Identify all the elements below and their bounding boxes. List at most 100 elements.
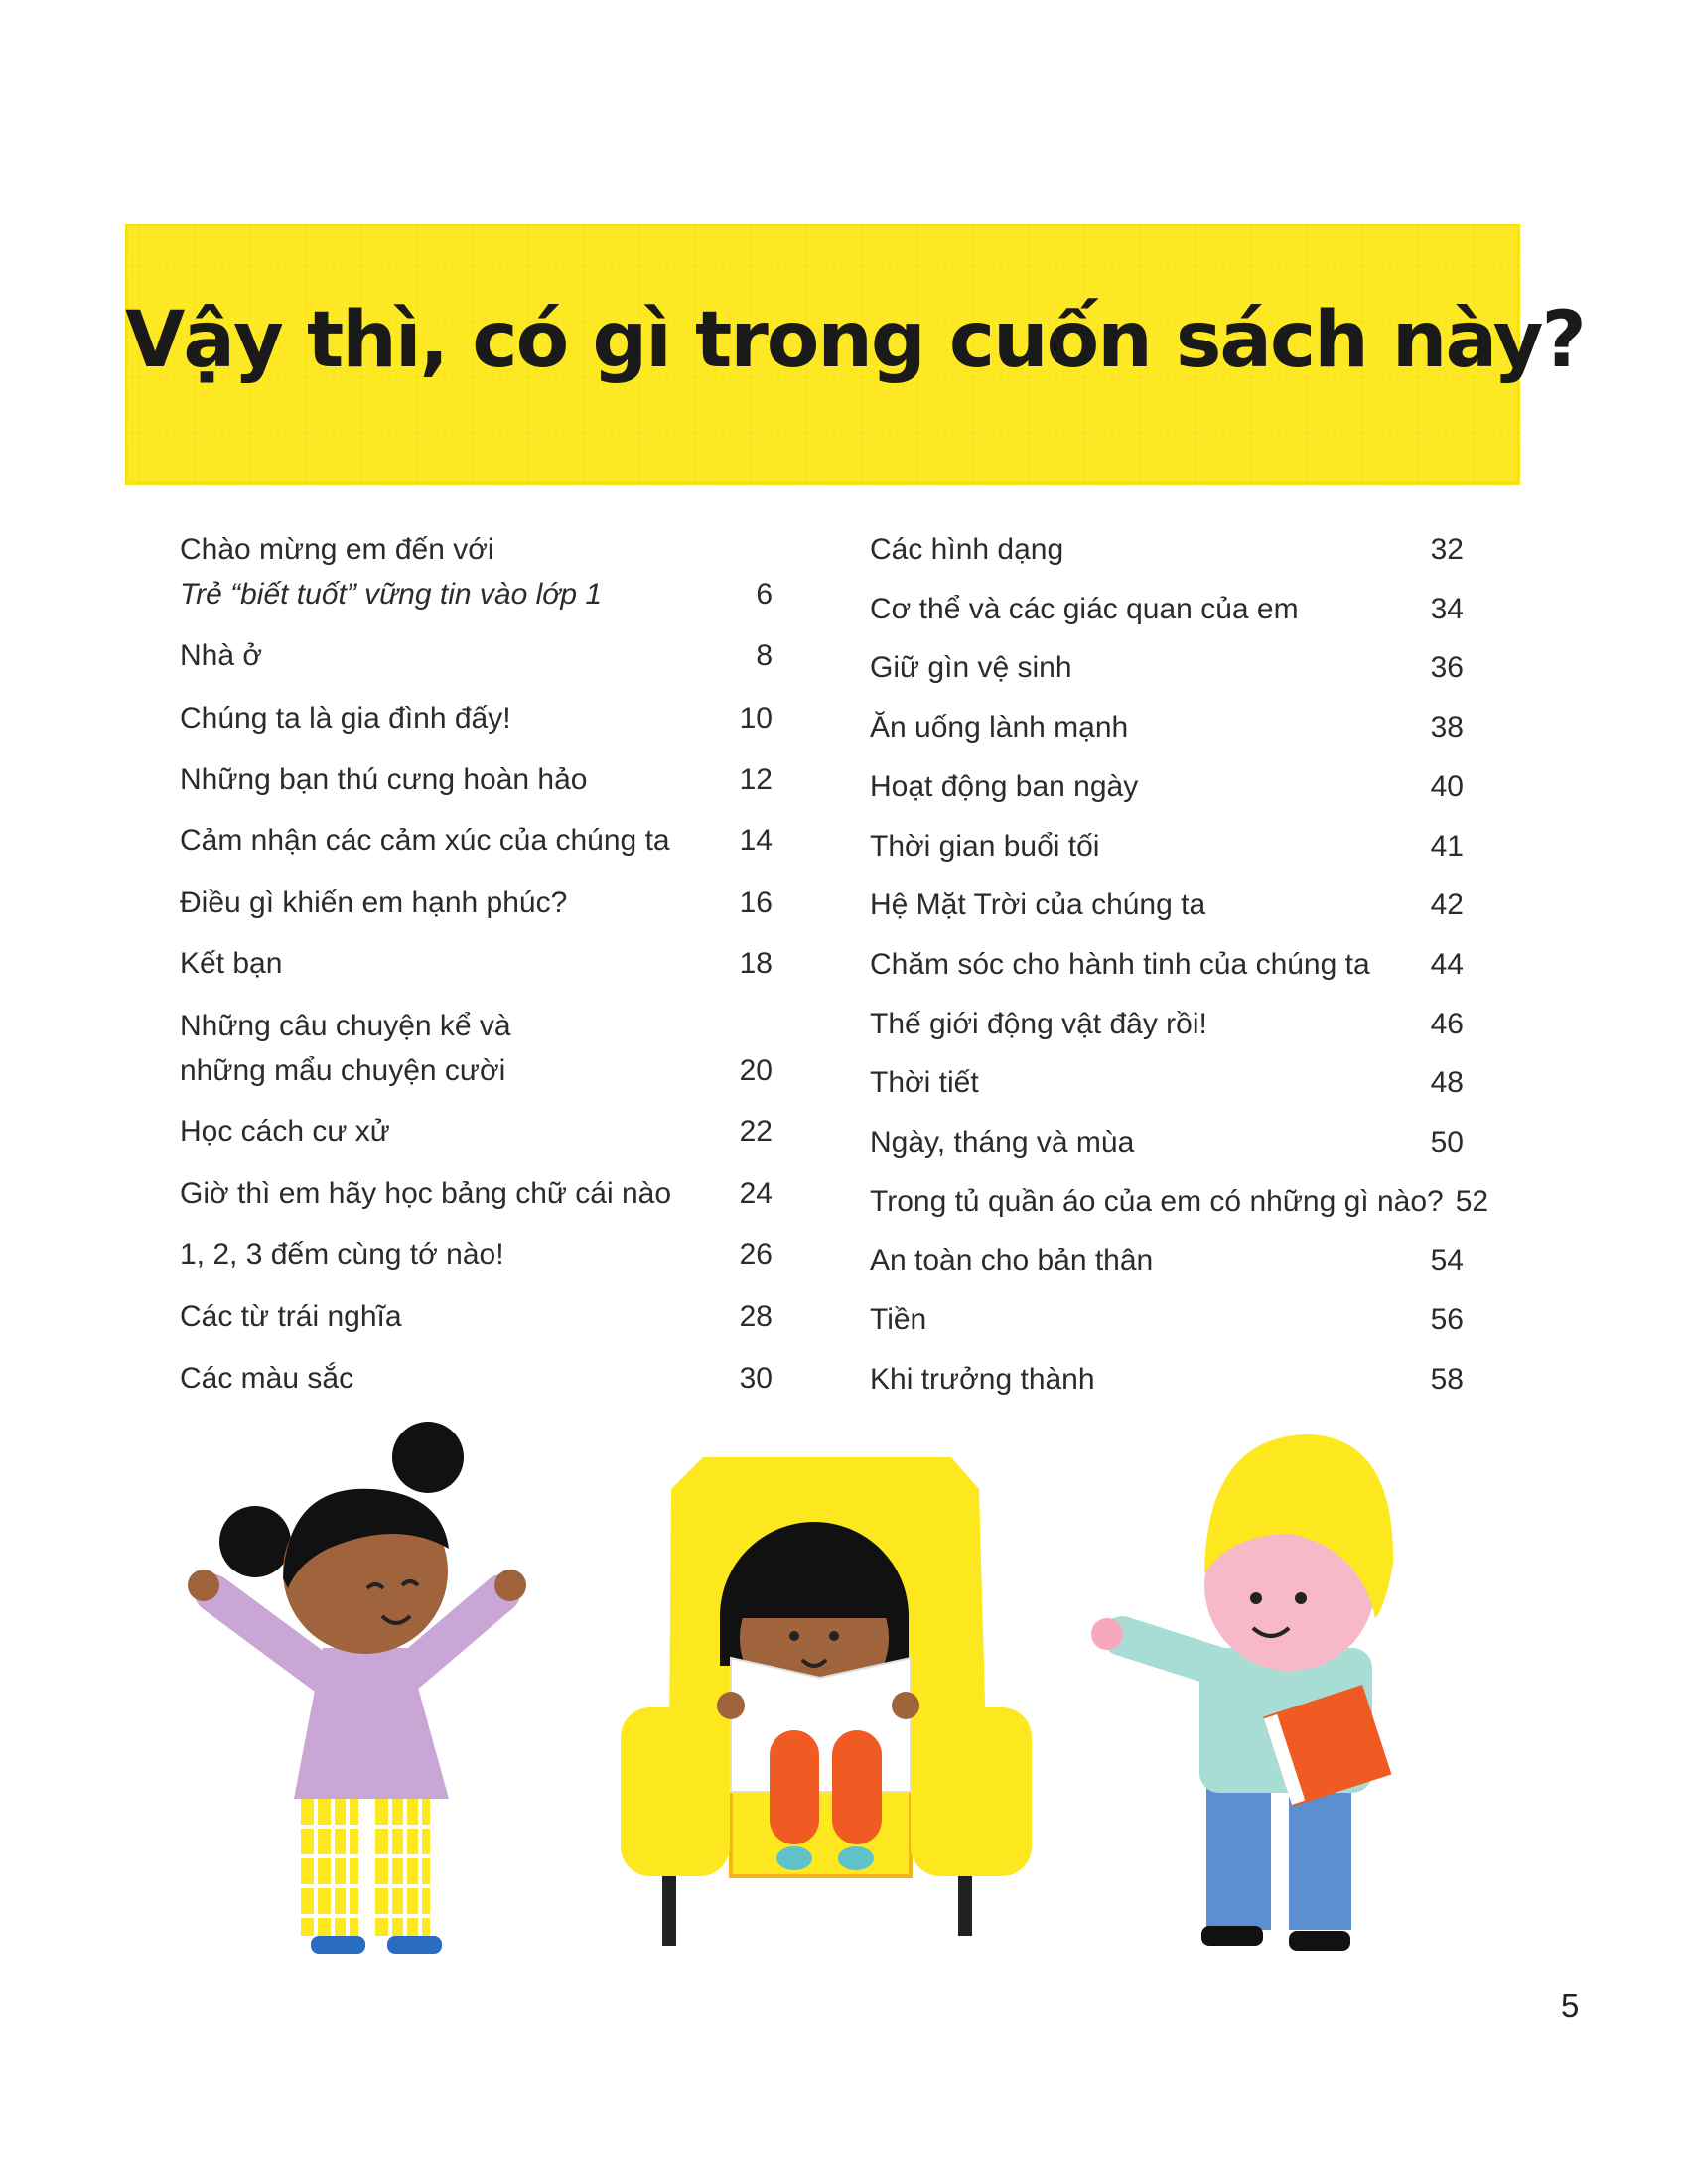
toc-entry[interactable]: Điều gì khiến em hạnh phúc? 16: [180, 882, 773, 925]
toc-entry-title: Cơ thể và các giác quan của em: [870, 592, 1299, 625]
toc-entry-page: 24: [739, 1177, 773, 1210]
toc-entry-page: 20: [739, 1054, 773, 1087]
toc-entry-page: 58: [1430, 1362, 1464, 1396]
page-number: 5: [1561, 1987, 1580, 2024]
toc-entry-title-line2: những mẩu chuyện cười: [180, 1054, 506, 1087]
toc-entry[interactable]: Nhà ở 8: [180, 634, 773, 678]
toc-entry-page: 8: [756, 639, 773, 672]
toc-entry-page: 40: [1430, 769, 1464, 803]
toc-entry-title: An toàn cho bản thân: [870, 1244, 1154, 1278]
boy-with-book: [1091, 1434, 1394, 1951]
toc-entry[interactable]: Ngày, tháng và mùa 50: [870, 1121, 1464, 1164]
toc-entry-title: Điều gì khiến em hạnh phúc?: [180, 887, 568, 919]
toc-entry-page: 30: [739, 1362, 773, 1395]
toc-entry-line: Giờ thì em hãy học bảng chữ cái nào 24: [180, 1172, 773, 1216]
toc-entry-page: 44: [1430, 947, 1464, 981]
toc-entry-line: Trong tủ quần áo của em có những gì nào?…: [870, 1180, 1488, 1224]
banner-texture: [125, 224, 1520, 485]
toc-entry[interactable]: Khi trưởng thành 58: [870, 1358, 1464, 1402]
toc-entry[interactable]: Ăn uống lành mạnh 38: [870, 706, 1464, 750]
toc-entry-title: Các từ trái nghĩa: [180, 1300, 402, 1333]
toc-entry-line: Thế giới động vật đây rồi! 46: [870, 1003, 1464, 1046]
toc-entry[interactable]: Giờ thì em hãy học bảng chữ cái nào 24: [180, 1172, 773, 1216]
toc-entry-line: Học cách cư xử 22: [180, 1110, 773, 1154]
toc-entry-line: Ăn uống lành mạnh 38: [870, 706, 1464, 750]
toc-entry[interactable]: Học cách cư xử 22: [180, 1110, 773, 1154]
girl-arms-raised: [188, 1422, 526, 1954]
toc-entry[interactable]: Những bạn thú cưng hoàn hảo 12: [180, 758, 773, 802]
toc-entry-page: 52: [1455, 1184, 1489, 1218]
toc-entry-page: 26: [739, 1238, 773, 1271]
toc-entry[interactable]: Những câu chuyện kể và những mẩu chuyện c…: [180, 1005, 773, 1093]
toc-entry-page: 16: [739, 887, 773, 919]
toc-entry-page: 34: [1430, 592, 1464, 625]
toc-entry[interactable]: Thời tiết 48: [870, 1061, 1464, 1105]
toc-entry-title: Thời gian buổi tối: [870, 829, 1100, 863]
toc-entry-line: An toàn cho bản thân 54: [870, 1239, 1464, 1283]
toc-entry-title: Chúng ta là gia đình đấy!: [180, 702, 511, 735]
toc-entry-title: Ăn uống lành mạnh: [870, 711, 1129, 745]
toc-entry-line: Điều gì khiến em hạnh phúc? 16: [180, 882, 773, 925]
toc-entry-title: Thế giới động vật đây rồi!: [870, 1007, 1207, 1040]
toc-entry-line: Tiền 56: [870, 1298, 1464, 1342]
toc-entry-page: 32: [1430, 533, 1464, 566]
toc-entry-title: Khi trưởng thành: [870, 1362, 1095, 1396]
toc-entry-title: Các màu sắc: [180, 1362, 354, 1395]
toc-entry-line: Cảm nhận các cảm xúc của chúng ta 14: [180, 819, 773, 863]
toc-entry-title: Trong tủ quần áo của em có những gì nào?: [870, 1184, 1444, 1218]
title-banner: Vậy thì, có gì trong cuốn sách này?: [125, 224, 1587, 485]
toc-entry-title: Giữ gìn vệ sinh: [870, 651, 1072, 685]
toc-entry-page: 42: [1430, 888, 1464, 922]
toc-entry-title: Ngày, tháng và mùa: [870, 1126, 1135, 1159]
toc-entry[interactable]: Hệ Mặt Trời của chúng ta 42: [870, 884, 1464, 927]
toc-entry-title: Cảm nhận các cảm xúc của chúng ta: [180, 824, 670, 857]
toc-entry-line: Khi trưởng thành 58: [870, 1358, 1464, 1402]
toc-entry-title: Hoạt động ban ngày: [870, 769, 1139, 803]
toc-entry[interactable]: 1, 2, 3 đếm cùng tớ nào! 26: [180, 1233, 773, 1277]
toc-entry[interactable]: Chăm sóc cho hành tinh của chúng ta 44: [870, 943, 1464, 987]
toc-entry-line: Chúng ta là gia đình đấy! 10: [180, 697, 773, 741]
toc-entry-page: 14: [739, 824, 773, 857]
toc-entry-title: Chào mừng em đến với: [180, 533, 494, 566]
toc-entry-page: 50: [1430, 1126, 1464, 1159]
toc-entry[interactable]: Thế giới động vật đây rồi! 46: [870, 1003, 1464, 1046]
toc-entry-title-line2: Trẻ “biết tuốt” vững tin vào lớp 1: [180, 578, 603, 611]
toc-entry-title: Giờ thì em hãy học bảng chữ cái nào: [180, 1177, 672, 1210]
toc-entry-title: Học cách cư xử: [180, 1115, 390, 1148]
toc-entry-page: 6: [756, 578, 773, 611]
toc-entry-line: Hoạt động ban ngày 40: [870, 765, 1464, 809]
toc-entry[interactable]: An toàn cho bản thân 54: [870, 1239, 1464, 1283]
toc-entry[interactable]: Chúng ta là gia đình đấy! 10: [180, 697, 773, 741]
toc-entry-line: Nhà ở 8: [180, 634, 773, 678]
toc-entry-page: 56: [1430, 1303, 1464, 1337]
toc-entry-page: 41: [1430, 829, 1464, 863]
toc-entry-title: Hệ Mặt Trời của chúng ta: [870, 888, 1206, 922]
toc-entry[interactable]: Giữ gìn vệ sinh 36: [870, 646, 1464, 690]
toc-entry[interactable]: Cơ thể và các giác quan của em 34: [870, 588, 1464, 631]
toc-entry-page: 28: [739, 1300, 773, 1333]
toc-entry-title: Kết bạn: [180, 947, 283, 980]
toc-entry[interactable]: Các màu sắc 30: [180, 1357, 773, 1401]
toc-entry-line: Các hình dạng 32: [870, 528, 1464, 572]
toc-entry[interactable]: Các hình dạng 32: [870, 528, 1464, 572]
toc-entry-title: Chăm sóc cho hành tinh của chúng ta: [870, 947, 1370, 981]
toc-entry[interactable]: Cảm nhận các cảm xúc của chúng ta 14: [180, 819, 773, 863]
toc-entry[interactable]: Hoạt động ban ngày 40: [870, 765, 1464, 809]
toc-entry-line: Những câu chuyện kể và: [180, 1005, 773, 1048]
toc-entry-title: Nhà ở: [180, 639, 263, 672]
toc-entry-line: Các màu sắc 30: [180, 1357, 773, 1401]
toc-entry[interactable]: Thời gian buổi tối 41: [870, 825, 1464, 869]
toc-entry[interactable]: Chào mừng em đến với Trẻ “biết tuốt” vững…: [180, 528, 773, 616]
toc-entry[interactable]: Kết bạn 18: [180, 942, 773, 986]
toc-entry-page: 48: [1430, 1066, 1464, 1100]
toc-entry-page: 38: [1430, 711, 1464, 745]
toc-entry-line: Hệ Mặt Trời của chúng ta 42: [870, 884, 1464, 927]
toc-entry[interactable]: Tiền 56: [870, 1298, 1464, 1342]
toc-entry[interactable]: Các từ trái nghĩa 28: [180, 1296, 773, 1339]
toc-entry-line: Thời tiết 48: [870, 1061, 1464, 1105]
toc-entry-title: 1, 2, 3 đếm cùng tớ nào!: [180, 1238, 504, 1271]
toc-entry-page: 18: [739, 947, 773, 980]
toc-entry[interactable]: Trong tủ quần áo của em có những gì nào?…: [870, 1180, 1488, 1224]
